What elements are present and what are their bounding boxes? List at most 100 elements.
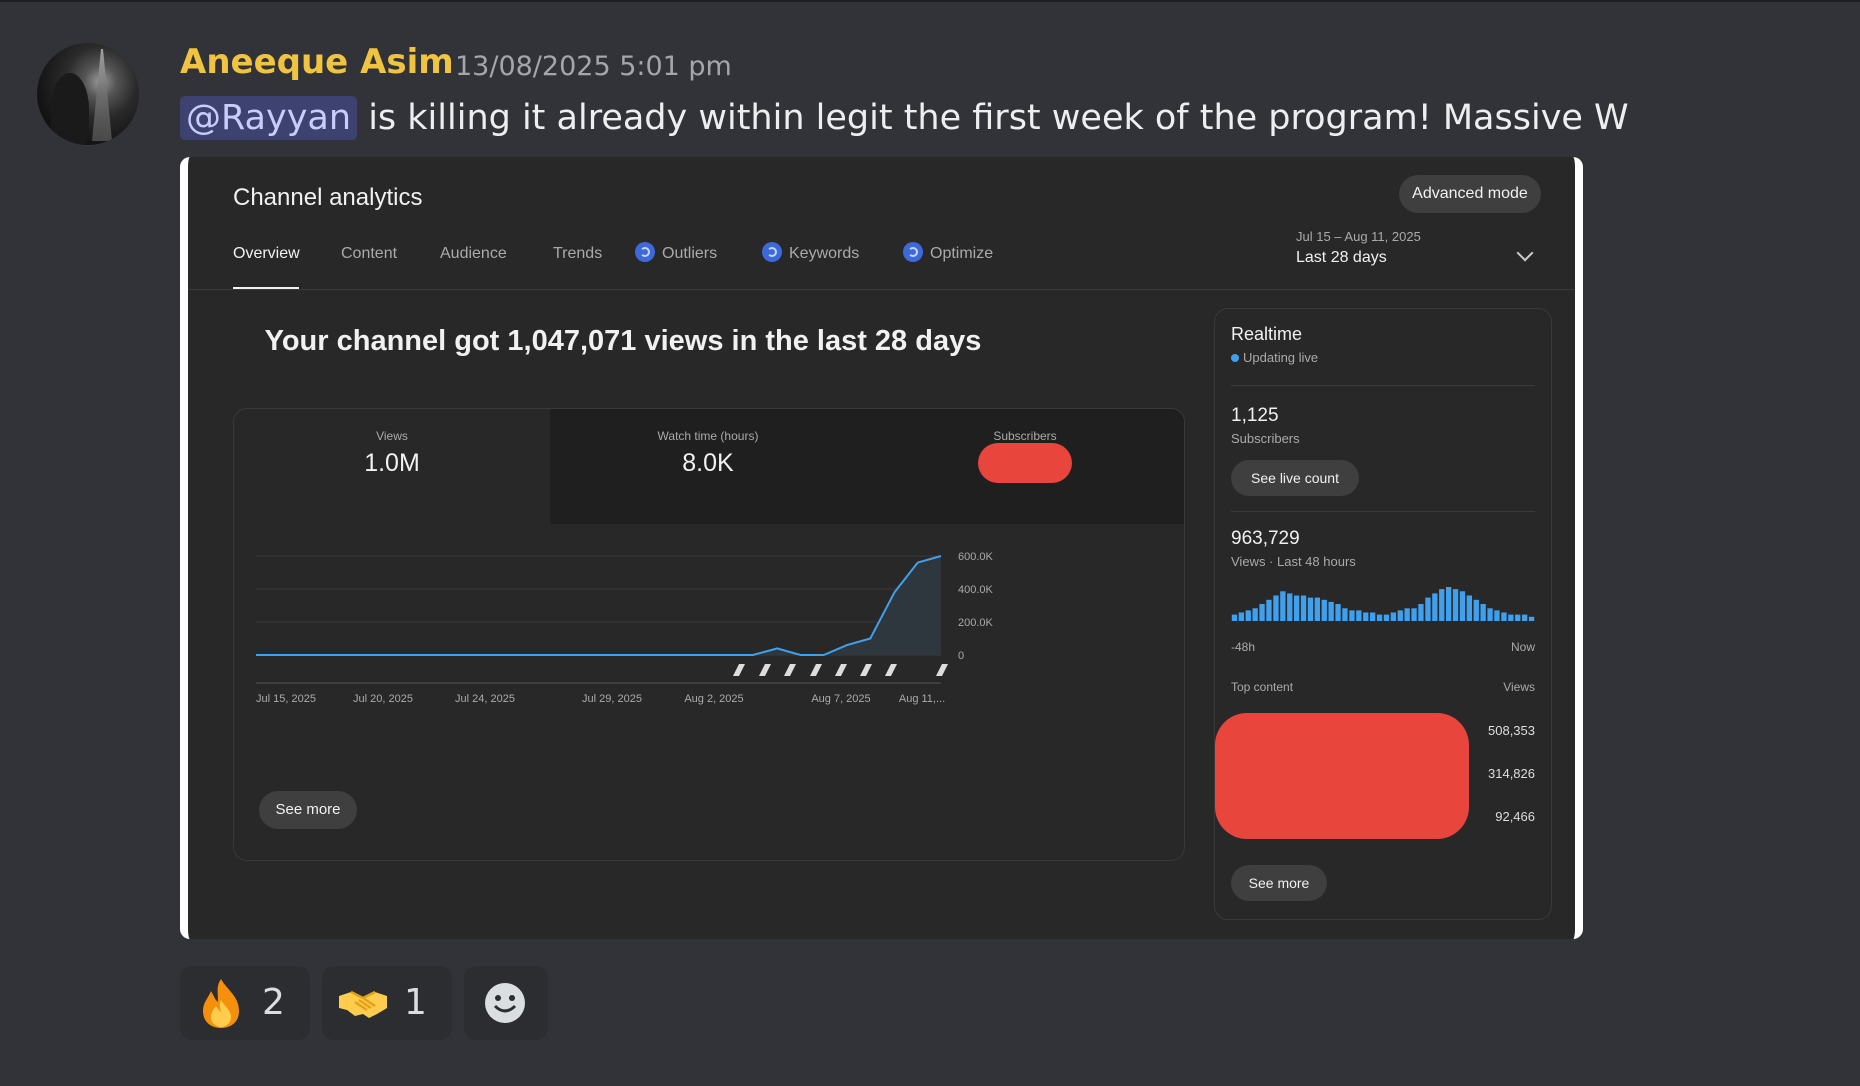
reaction-handshake[interactable]: 1 [322,966,452,1040]
message-body: is killing it already within legit the f… [357,98,1629,138]
views-column-label: Views [1503,680,1535,694]
realtime-bar [1287,593,1293,621]
fire-emoji-icon [203,979,239,1028]
live-dot-icon [1231,354,1239,362]
live-status: Updating live [1231,350,1318,365]
x-tick-label: Aug 7, 2025 [811,693,870,705]
tab-overview: Overview [233,245,300,262]
tabs-divider [188,289,1575,290]
realtime-bar [1342,608,1348,621]
top-content-views: 314,826 [1488,766,1535,781]
realtime-bar [1335,604,1341,621]
metric-value: 8.0K [682,449,734,477]
top-content-views: 92,466 [1495,809,1535,824]
realtime-bar [1363,612,1369,621]
upload-marker-icon [835,664,847,676]
realtime-bar [1300,595,1307,621]
views-label: Views · Last 48 hours [1231,554,1356,569]
realtime-bar [1480,604,1486,621]
realtime-bar [1307,597,1314,621]
metric-label: Subscribers [993,429,1057,443]
realtime-bar [1349,610,1355,621]
x-tick-label: Aug 11,... [899,693,945,705]
views-chart: 600.0K 400.0K 200.0K 0 Jul 15, 2025 Jul 20, 2… [256,551,994,705]
redacted-value [978,443,1072,483]
tab-outliers: Outliers [635,242,717,263]
upload-marker-icon [810,664,822,676]
subscriber-count: 1,125 [1231,405,1279,426]
tab-keywords-label: Keywords [789,245,860,262]
tab-optimize: Optimize [903,242,993,263]
x-tick-label: Jul 29, 2025 [582,693,642,705]
message-timestamp[interactable]: 13/08/2025 5:01 pm [455,51,732,82]
reaction-fire[interactable]: 2 [180,966,310,1040]
realtime-bar [1294,595,1300,621]
user-mention[interactable]: @Rayyan [180,96,358,140]
realtime-bar [1452,589,1459,621]
reaction-count: 2 [262,982,285,1023]
divider [1231,385,1535,386]
date-range-label: Last 28 days [1296,249,1387,266]
upload-marker-icon [759,664,771,676]
spark-icon [903,242,923,262]
realtime-bar [1328,601,1334,621]
analytics-title: Channel analytics [233,184,423,211]
realtime-bar [1252,608,1258,621]
realtime-title: Realtime [1231,324,1303,344]
realtime-bar [1528,616,1535,621]
see-more-button: See more [1231,865,1327,901]
top-content-views: 508,353 [1488,723,1535,738]
realtime-bar [1459,591,1466,621]
axis-right-label: Now [1510,640,1535,654]
realtime-bar [1314,597,1320,621]
realtime-bar [1508,614,1514,621]
realtime-bar [1404,608,1410,621]
analytics-screenshot: Channel analytics Advanced mode Overview… [188,157,1575,939]
realtime-bar [1238,612,1244,621]
realtime-bar [1411,608,1417,621]
tab-keywords: Keywords [762,242,859,263]
realtime-bar [1446,587,1452,621]
message-text: @Rayyan is killing it already within leg… [180,96,1629,140]
realtime-bar [1501,612,1507,621]
divider [1231,511,1535,512]
tab-trends: Trends [553,245,603,262]
realtime-bar [1266,599,1272,621]
see-live-count-button: See live count [1231,460,1359,496]
author-name[interactable]: Aneeque Asim [180,42,454,82]
avatar[interactable] [37,43,139,145]
realtime-bar [1383,614,1390,621]
upload-marker-icon [784,664,796,676]
metric-watch-time: Watch time (hours) 8.0K [550,409,866,524]
realtime-bar [1439,589,1445,621]
realtime-bar [1515,614,1521,621]
y-tick-label: 0 [958,650,964,662]
metric-label: Watch time (hours) [657,429,759,443]
y-tick-label: 400.0K [958,584,994,596]
realtime-panel: Realtime Updating live 1,125 Subscribers… [1214,308,1552,920]
realtime-bar [1259,604,1265,621]
metric-views: Views 1.0M [234,409,550,524]
realtime-bar [1370,612,1376,621]
add-reaction-button[interactable] [464,966,548,1040]
upload-marker-icon [936,664,948,676]
realtime-bar [1494,610,1500,621]
subscriber-label: Subscribers [1231,431,1300,446]
realtime-bar [1418,604,1424,621]
advanced-mode-button: Advanced mode [1399,175,1541,213]
x-tick-label: Jul 24, 2025 [455,693,515,705]
redacted-top-content [1215,713,1469,839]
tab-audience: Audience [440,245,507,262]
realtime-bar [1390,612,1396,621]
realtime-bar [1432,593,1438,621]
chart-area-fill [256,556,941,655]
screenshot-attachment[interactable]: Channel analytics Advanced mode Overview… [180,157,1583,939]
metric-value: 1.0M [364,449,420,477]
x-tick-label: Jul 15, 2025 [256,693,316,705]
smiley-icon [485,983,525,1023]
realtime-bar [1466,595,1472,621]
active-tab-indicator [233,287,299,290]
x-tick-label: Aug 2, 2025 [684,693,743,705]
tab-outliers-label: Outliers [662,245,718,262]
realtime-bar-chart [1231,587,1535,621]
